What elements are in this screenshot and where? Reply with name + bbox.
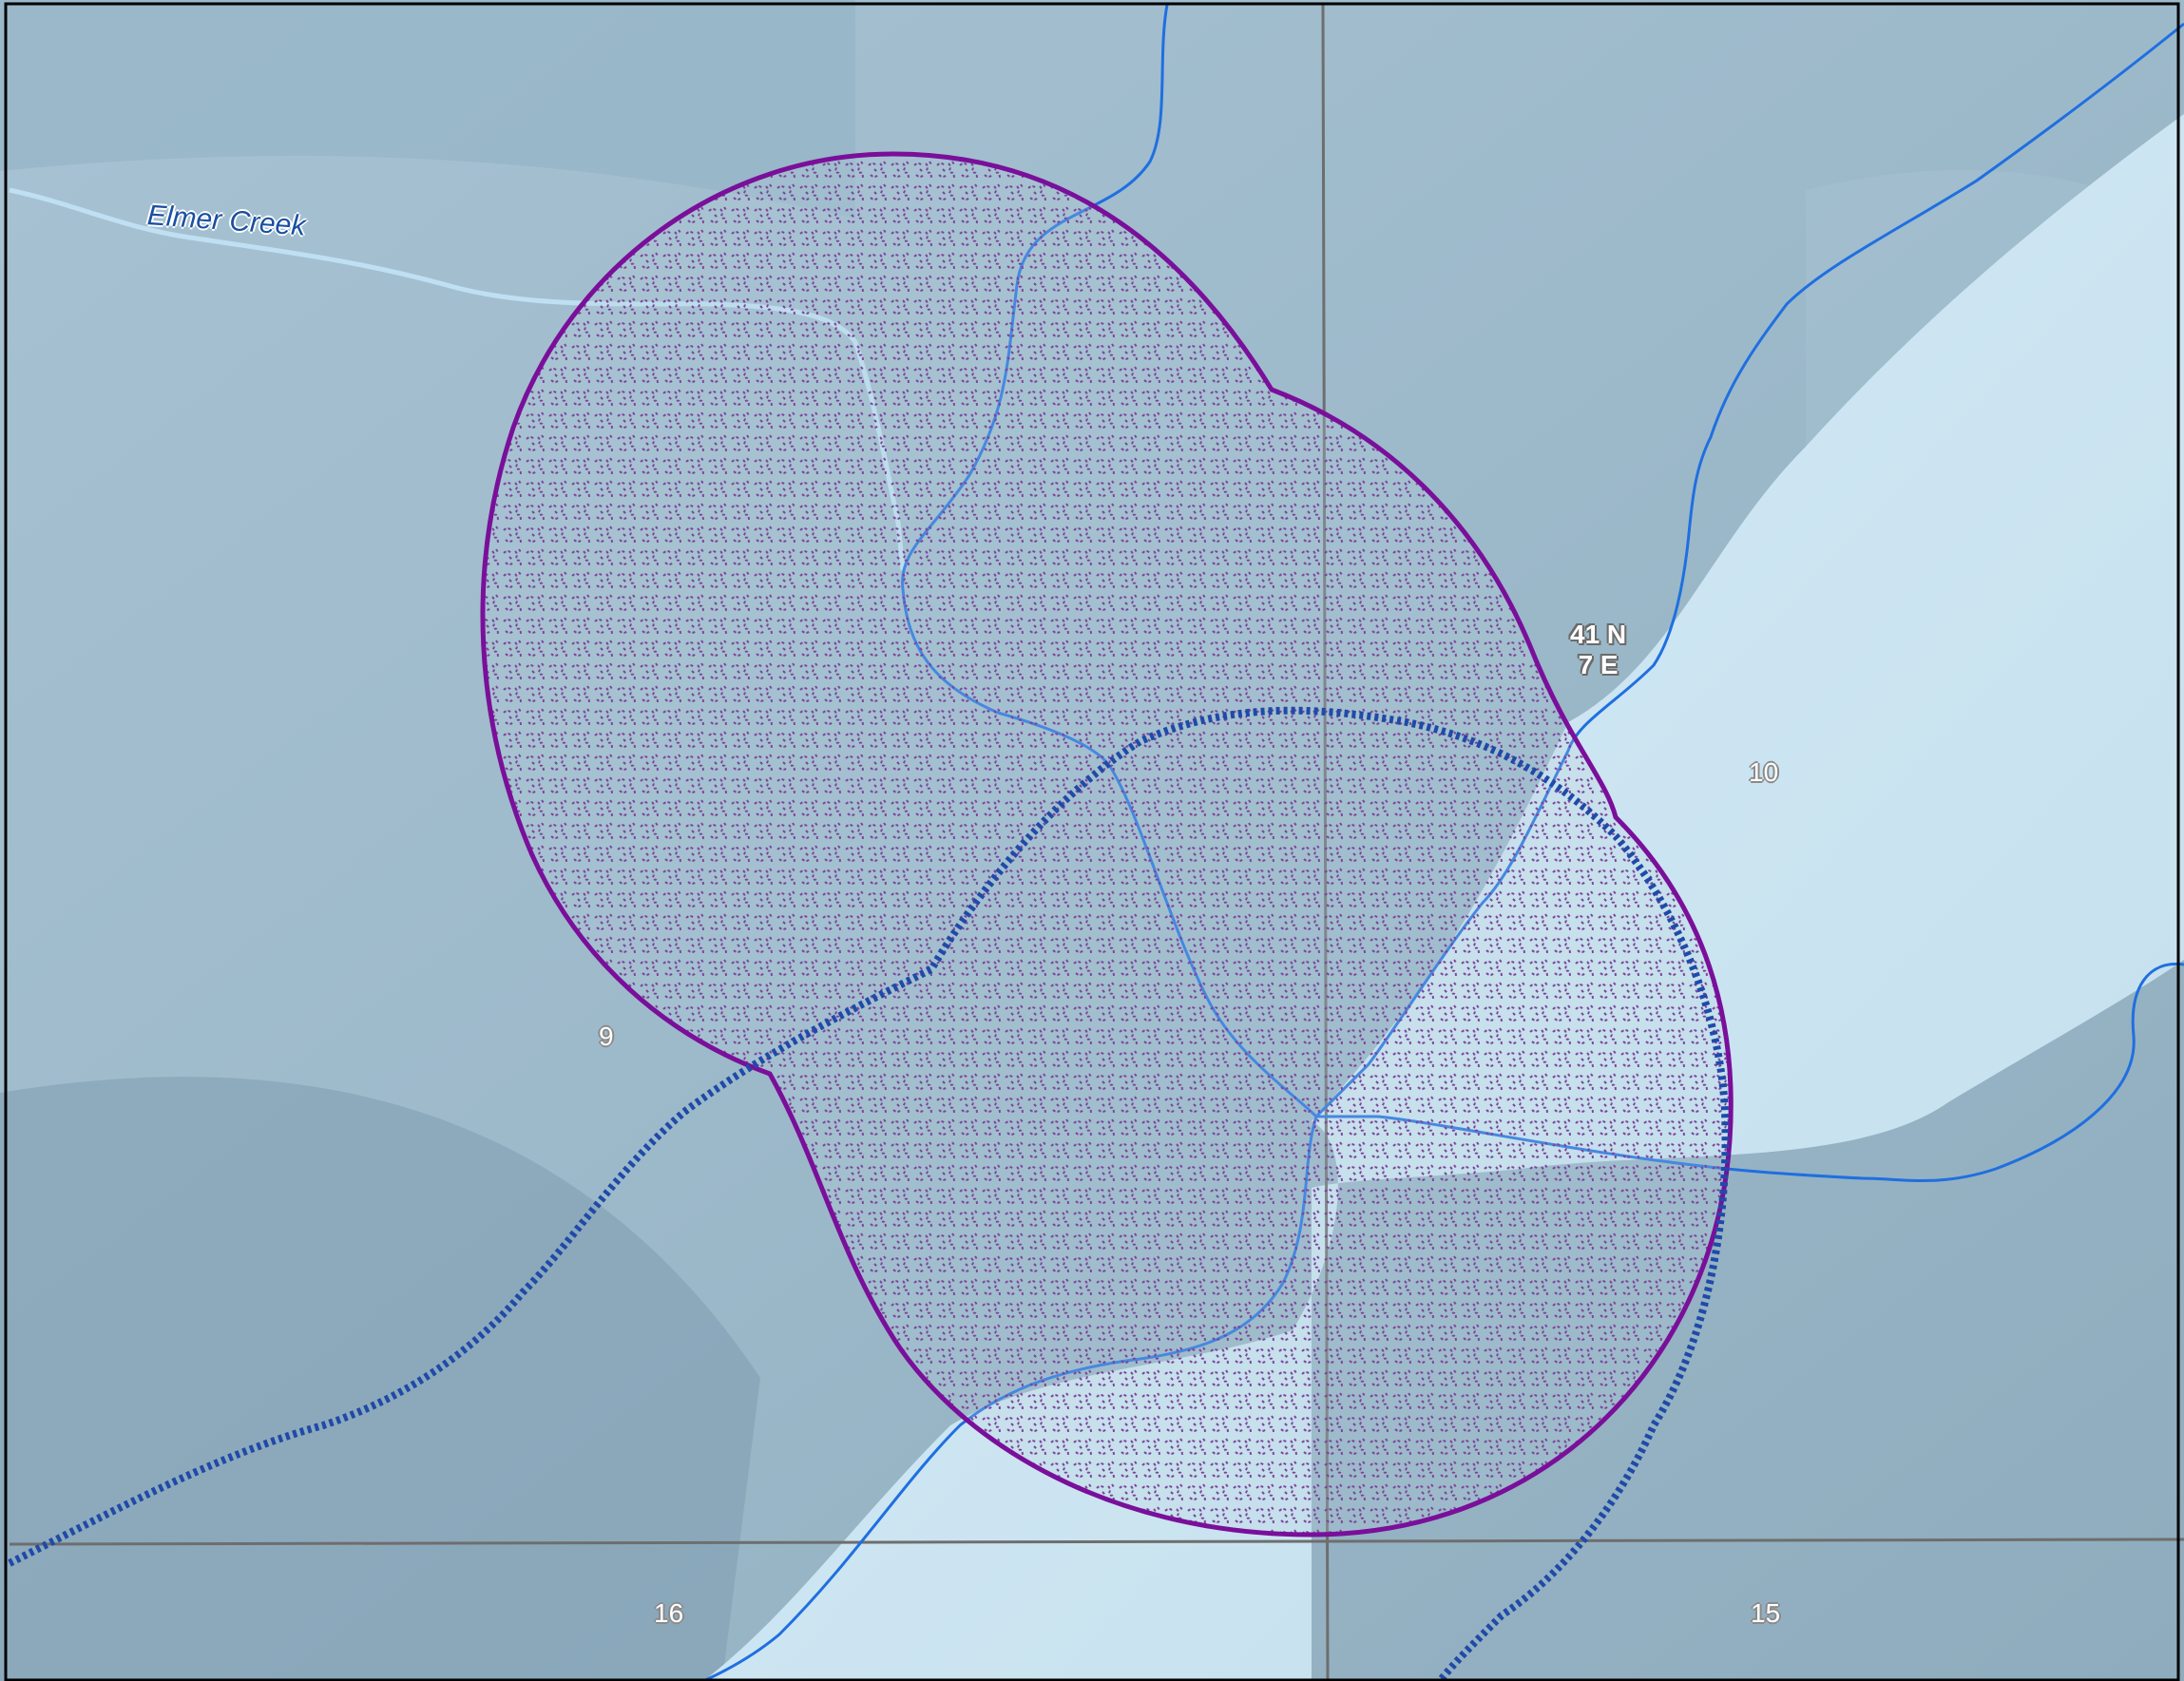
section-line-horizontal (9, 1538, 2184, 1546)
hatched-buffer-area[interactable] (482, 154, 1732, 1535)
section-label-9: 9 (599, 1022, 614, 1051)
township-label: 41 N 7 E (1570, 620, 1626, 680)
terrain-light-valley (703, 114, 2184, 1681)
terrain-valley-shade (0, 1077, 760, 1681)
hatched-buffer-tint (482, 154, 1732, 1535)
township-line-1: 41 N (1570, 620, 1627, 649)
section-label-10: 10 (1749, 757, 1779, 787)
terrain-ridge-shade (0, 0, 855, 219)
buffer-outline (480, 151, 1734, 1538)
section-label-15: 15 (1751, 1598, 1781, 1628)
map-neatline (4, 2, 2180, 1681)
section-label-16: 16 (654, 1598, 684, 1628)
township-line-2: 7 E (1578, 650, 1619, 679)
trail-line-dotted (8, 706, 1730, 1681)
